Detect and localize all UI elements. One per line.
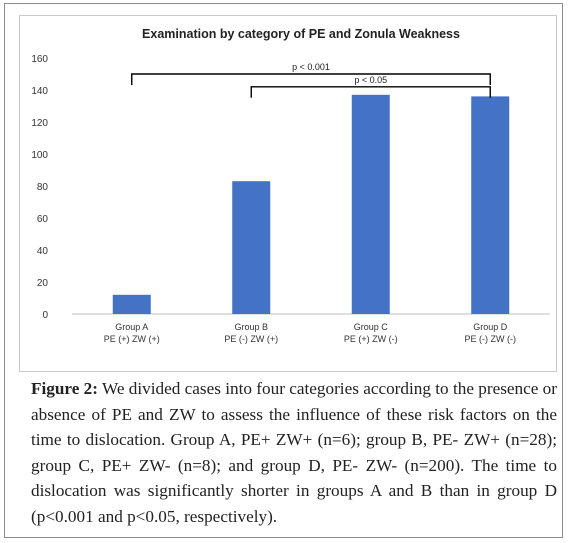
y-tick-label: 100 xyxy=(31,150,48,161)
significance-bracket xyxy=(250,86,491,98)
significance-bracket xyxy=(131,73,491,85)
bar xyxy=(351,94,390,314)
x-tick-label: PE (-) ZW (+) xyxy=(224,334,278,344)
y-tick-label: 120 xyxy=(31,118,48,129)
x-tick-label: PE (+) ZW (+) xyxy=(104,334,160,344)
caption-text: We divided cases into four categories ac… xyxy=(31,379,558,526)
y-tick-label: 60 xyxy=(37,214,49,225)
x-tick-label: PE (+) ZW (-) xyxy=(344,334,398,344)
bar xyxy=(471,96,510,315)
x-tick-label: Group D xyxy=(473,322,508,332)
bar-chart: Examination by category of PE and Zonula… xyxy=(31,27,550,344)
y-tick-label: 160 xyxy=(31,54,48,65)
chart-title: Examination by category of PE and Zonula… xyxy=(142,27,460,41)
x-tick-label: PE (-) ZW (-) xyxy=(465,334,516,344)
significance-label: p < 0.001 xyxy=(292,62,330,72)
y-tick-label: 40 xyxy=(37,246,49,257)
chart-container: Examination by category of PE and Zonula… xyxy=(19,15,557,372)
y-tick-label: 140 xyxy=(31,86,48,97)
y-tick-label: 20 xyxy=(37,278,49,289)
x-tick-label: Group B xyxy=(234,322,268,332)
bar xyxy=(232,181,271,314)
x-tick-label: Group C xyxy=(354,322,389,332)
y-tick-label: 0 xyxy=(42,310,48,321)
bar xyxy=(112,294,151,314)
figure-frame: Examination by category of PE and Zonula… xyxy=(4,3,563,538)
caption-label: Figure 2: xyxy=(31,379,99,398)
x-tick-label: Group A xyxy=(115,322,148,332)
figure-caption: Figure 2: We divided cases into four cat… xyxy=(31,376,557,530)
significance-label: p < 0.05 xyxy=(354,75,387,85)
y-tick-label: 80 xyxy=(37,182,49,193)
